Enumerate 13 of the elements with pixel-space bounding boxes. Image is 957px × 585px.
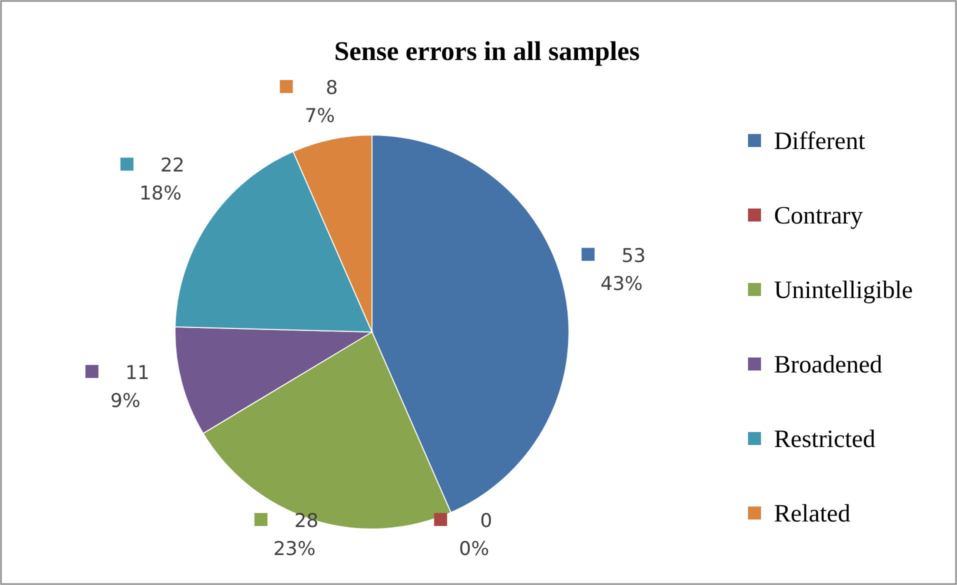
- data-label: 28 23%: [273, 510, 319, 560]
- chart-title: Sense errors in all samples: [334, 36, 640, 66]
- legend-label: Different: [774, 128, 866, 155]
- legend-label: Unintelligible: [774, 277, 913, 304]
- text: 0 0%: [459, 510, 492, 560]
- data-label: 53 43%: [600, 244, 646, 295]
- legend-label: Contrary: [774, 202, 864, 230]
- data-label: 11 9%: [110, 362, 150, 412]
- data-label: 22 18%: [139, 154, 185, 205]
- legend-label: Broadened: [774, 352, 883, 378]
- data-label: 8 7%: [304, 77, 338, 127]
- legend-label: Related: [774, 500, 851, 528]
- legend-label: Restricted: [774, 426, 876, 453]
